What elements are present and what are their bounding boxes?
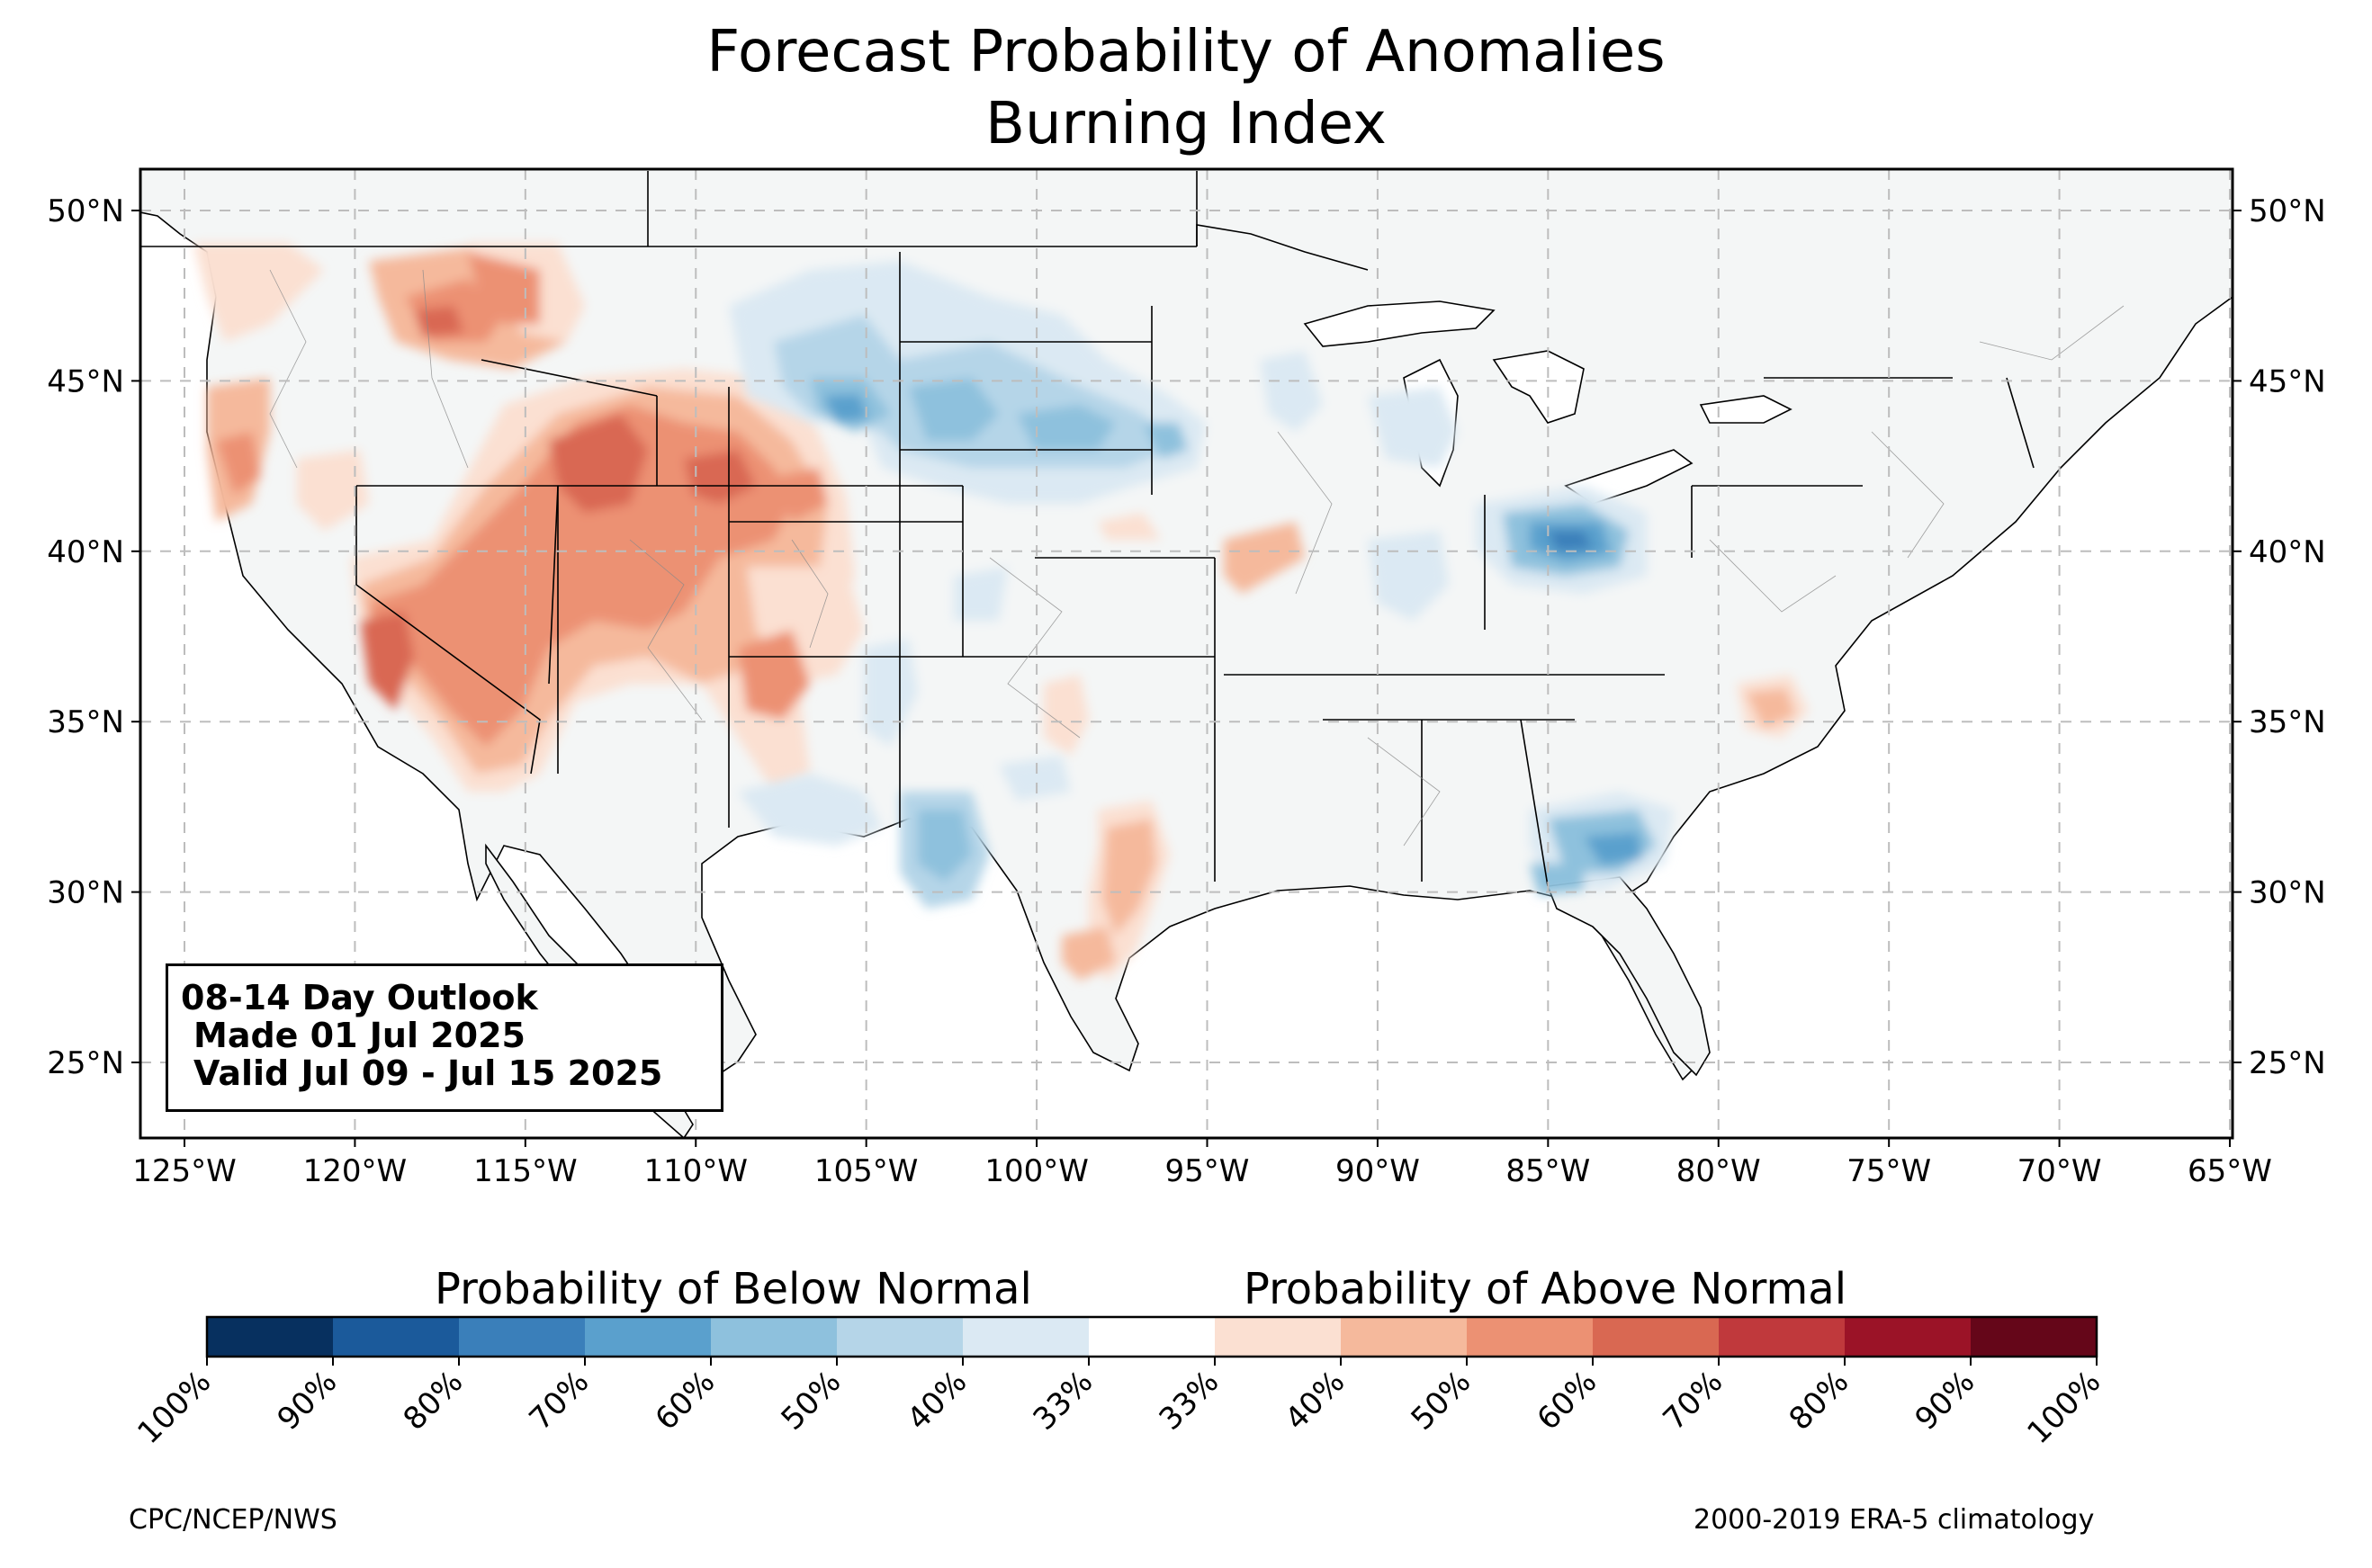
footer-source: CPC/NCEP/NWS (129, 1504, 337, 1536)
gridlines (140, 169, 2233, 1138)
above-normal-title: Probability of Above Normal (1244, 1264, 1847, 1314)
colorbar-segment (963, 1317, 1090, 1357)
lat-label: 30°N (2249, 875, 2326, 911)
lon-label: 105°W (814, 1153, 919, 1189)
lat-label: 30°N (47, 875, 124, 911)
outlook-info-box: 08-14 Day Outlook Made 01 Jul 2025 Valid J… (166, 963, 723, 1112)
florida (1546, 876, 1711, 1077)
lat-label: 50°N (47, 193, 124, 229)
colorbar-segment (1845, 1317, 1972, 1357)
lat-label: 25°N (47, 1045, 124, 1081)
colorbar-segment (459, 1317, 586, 1357)
colorbar-tick-label: 33% (1027, 1364, 1101, 1438)
lat-label: 40°N (2249, 534, 2326, 570)
latitude-labels-right: 50°N 45°N 40°N 35°N 30°N 25°N (2233, 193, 2326, 1081)
footer-climatology: 2000-2019 ERA-5 climatology (1694, 1504, 2095, 1536)
outlook-made-date: Made 01 Jul 2025 (193, 1016, 526, 1055)
outlook-period: 08-14 Day Outlook (181, 978, 538, 1017)
colorbar-segment (1089, 1317, 1216, 1357)
map-subtitle: Burning Index (985, 91, 1387, 157)
colorbar-segment (207, 1317, 334, 1357)
colorbar-segment (1719, 1317, 1846, 1357)
colorbar-segment (585, 1317, 712, 1357)
lat-label: 45°N (47, 363, 124, 399)
colorbar-tick-label: 80% (397, 1364, 471, 1438)
latitude-labels-left: 50°N 45°N 40°N 35°N 30°N 25°N (47, 193, 140, 1081)
colorbar-tick-label: 50% (1405, 1364, 1478, 1438)
lon-label: 75°W (1846, 1153, 1931, 1189)
colorbar-segment (1341, 1317, 1468, 1357)
below-normal-areas (729, 261, 1674, 909)
colorbar (205, 1315, 2098, 1358)
outlook-valid-range: Valid Jul 09 - Jul 15 2025 (193, 1053, 663, 1093)
colorbar-segment (1593, 1317, 1720, 1357)
lon-label: 100°W (984, 1153, 1089, 1189)
colorbar-tick-label: 60% (1531, 1364, 1604, 1438)
lat-label: 25°N (2249, 1045, 2326, 1081)
colorbar-segment (837, 1317, 964, 1357)
lon-label: 120°W (303, 1153, 408, 1189)
colorbar-outline (205, 1315, 2098, 1358)
lon-label: 90°W (1335, 1153, 1420, 1189)
colorbar-tick-label: 70% (1657, 1364, 1730, 1438)
lat-label: 45°N (2249, 363, 2326, 399)
colorbar-tick-label: 40% (1279, 1364, 1352, 1438)
colorbar-segment (1467, 1317, 1594, 1357)
lat-label: 35°N (47, 704, 124, 740)
lon-label: 110°W (643, 1153, 748, 1189)
lat-label: 35°N (2249, 704, 2326, 740)
colorbar-tick-label: 50% (775, 1364, 849, 1438)
colorbar-tick-label: 40% (901, 1364, 975, 1438)
lat-label: 40°N (47, 534, 124, 570)
county-lines (269, 269, 2125, 847)
lat-label: 50°N (2249, 193, 2326, 229)
lon-label: 85°W (1505, 1153, 1590, 1189)
colorbar-tick-label: 60% (649, 1364, 723, 1438)
map-title: Forecast Probability of Anomalies (706, 19, 1666, 85)
colorbar-tick-label: 70% (523, 1364, 597, 1438)
colorbar-tick-label: 80% (1783, 1364, 1856, 1438)
below-normal-title: Probability of Below Normal (435, 1264, 1032, 1314)
colorbar-tick-label: 100% (2020, 1364, 2107, 1451)
colorbar-tick-label: 90% (271, 1364, 345, 1438)
lon-label: 125°W (132, 1153, 237, 1189)
lon-label: 80°W (1676, 1153, 1761, 1189)
lon-label: 65°W (2188, 1153, 2272, 1189)
colorbar-segment (1971, 1317, 2098, 1357)
map-frame (139, 167, 2234, 1140)
colorbar-segment (333, 1317, 460, 1357)
lon-label: 115°W (473, 1153, 578, 1189)
colorbar-tick-label: 33% (1153, 1364, 1226, 1438)
lon-label: 70°W (2017, 1153, 2102, 1189)
colorbar-tick-labels: 100% 90% 80% 70% 60% 50% 40% 33% 33% 40% 50% 60% 70%… (130, 1357, 2107, 1451)
colorbar-tick-label: 90% (1909, 1364, 1982, 1438)
colorbar-segment (1215, 1317, 1342, 1357)
colorbar-segment (711, 1317, 838, 1357)
lon-label: 95°W (1165, 1153, 1250, 1189)
political-borders (140, 171, 2035, 887)
longitude-labels: 125°W 120°W 115°W 110°W 105°W 100°W 95°W 90°W 85… (132, 1138, 2272, 1189)
colorbar-tick-label: 100% (130, 1364, 218, 1451)
